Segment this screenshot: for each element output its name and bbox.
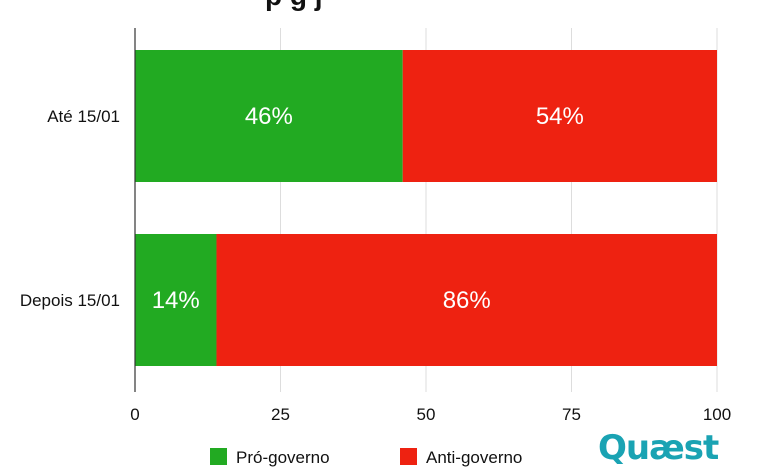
quaest-logo: Quæst — [598, 428, 719, 468]
x-tick-label-25: 25 — [271, 405, 290, 424]
legend-swatch-0 — [210, 448, 227, 465]
bar-0-1 — [135, 234, 217, 366]
x-tick-label-0: 0 — [130, 405, 139, 424]
data-label-0-0: 46% — [245, 103, 293, 130]
category-label-0: Até 15/01 — [47, 107, 120, 126]
legend-swatch-1 — [400, 448, 417, 465]
data-label-1-0: 54% — [536, 103, 584, 130]
data-label-1-1: 86% — [443, 287, 491, 314]
chart-title-cropped: p g j — [265, 0, 323, 12]
bar-1-1 — [216, 234, 718, 366]
category-label-1: Depois 15/01 — [20, 291, 120, 310]
x-tick-label-50: 50 — [417, 405, 436, 424]
bar-0-0 — [135, 50, 403, 182]
x-tick-label-100: 100 — [703, 405, 731, 424]
bar-1-0 — [402, 50, 717, 182]
data-label-0-1: 14% — [152, 287, 200, 314]
legend-label-0: Pró-governo — [236, 448, 330, 467]
x-tick-label-75: 75 — [562, 405, 581, 424]
legend-label-1: Anti-governo — [426, 448, 522, 467]
